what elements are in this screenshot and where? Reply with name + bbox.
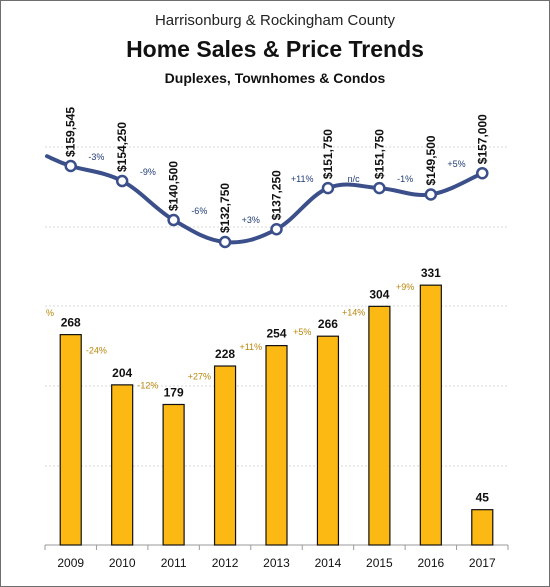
bar-value-label: 254: [266, 327, 286, 341]
price-value-label: $159,545: [64, 107, 78, 157]
sales-change-label: +27%: [188, 371, 211, 381]
sales-bar: [111, 384, 134, 546]
price-change-label: +5%: [447, 159, 465, 169]
x-tick-label: 2009: [57, 556, 84, 570]
price-point-marker: [115, 174, 129, 188]
sales-bar: [265, 345, 288, 546]
price-trend-line: [45, 154, 485, 245]
price-value-label: $151,750: [321, 129, 335, 179]
sales-bar: [419, 284, 442, 546]
price-change-label: +3%: [242, 215, 260, 225]
bar-value-label: 45: [476, 491, 490, 505]
bar-value-label: 204: [112, 366, 132, 380]
price-change-label: n/c: [348, 174, 361, 184]
price-value-label: $154,250: [115, 122, 129, 172]
x-tick-label: 2017: [469, 556, 496, 570]
price-change-label: -9%: [140, 167, 156, 177]
bar-value-label: 266: [318, 317, 338, 331]
price-point-marker: [373, 181, 386, 195]
sales-change-label: +9%: [396, 282, 414, 292]
x-tick-label: 2012: [212, 556, 239, 570]
bar-value-label: 331: [421, 266, 441, 280]
sales-change-label: +11%: [239, 342, 262, 352]
sales-bar: [316, 335, 340, 546]
x-tick-label: 2010: [109, 556, 136, 570]
x-tick-label: 2013: [263, 556, 290, 570]
price-point-marker: [218, 235, 232, 249]
price-value-label: $132,750: [218, 183, 232, 233]
chart-location-title: Harrisonburg & Rockingham County: [154, 12, 396, 29]
price-point-marker: [321, 181, 335, 195]
price-point-marker: [270, 222, 283, 236]
price-value-label: $137,250: [270, 170, 284, 220]
sales-bar: [162, 403, 185, 546]
price-point-marker: [424, 188, 438, 201]
price-change-label: -6%: [191, 206, 207, 216]
sales-change-label: +14%: [342, 307, 365, 317]
price-change-label: +11%: [291, 174, 314, 184]
bar-value-label: 228: [215, 347, 235, 361]
price-point-marker: [64, 159, 77, 173]
bar-value-label: 304: [369, 287, 389, 301]
sales-change-label: -12%: [137, 381, 158, 391]
bar-value-label: 179: [164, 385, 184, 399]
bar-value-label: 268: [61, 316, 81, 330]
price-change-label: -1%: [397, 174, 413, 184]
sales-change-label: %: [46, 308, 54, 318]
sales-change-label: -24%: [86, 346, 107, 356]
sales-bar: [213, 365, 237, 546]
price-value-label: $140,500: [167, 161, 181, 211]
price-point-marker: [476, 166, 489, 180]
price-value-label: $157,000: [475, 114, 489, 164]
chart-main-title: Home Sales & Price Trends: [126, 36, 424, 62]
price-value-label: $151,750: [372, 129, 386, 179]
price-value-label: $149,500: [424, 135, 438, 185]
sales-bar: [471, 509, 494, 546]
x-tick-label: 2016: [417, 556, 444, 570]
price-point-marker: [167, 213, 180, 227]
sales-change-label: +5%: [293, 327, 311, 337]
x-tick-label: 2015: [366, 556, 393, 570]
sales-bar: [59, 334, 82, 546]
sales-bar: [368, 305, 391, 546]
chart-subtitle: Duplexes, Townhomes & Condos: [164, 70, 386, 86]
price-change-label: -3%: [88, 152, 104, 162]
x-tick-label: 2014: [315, 556, 342, 570]
x-tick-label: 2011: [161, 556, 187, 570]
